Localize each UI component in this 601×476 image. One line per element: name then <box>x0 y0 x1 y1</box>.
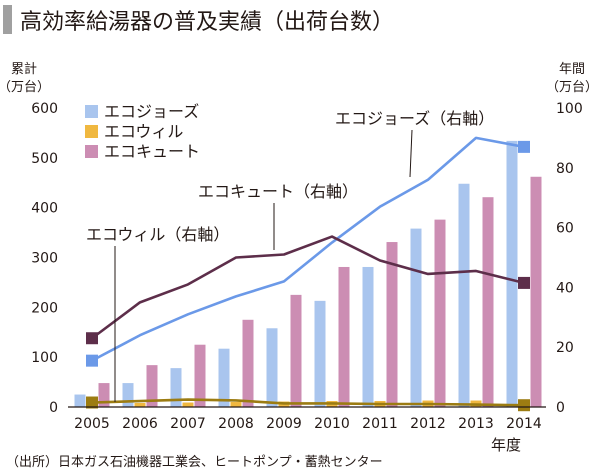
left-tick-label: 100 <box>31 350 58 366</box>
right-tick-label: 0 <box>556 400 565 416</box>
line-marker <box>86 332 98 345</box>
x-tick-label: 2006 <box>122 416 158 432</box>
line-marker <box>518 276 530 289</box>
x-tick-label: 2005 <box>74 416 110 432</box>
left-tick-label: 600 <box>31 101 58 117</box>
bar-3 <box>338 266 350 407</box>
bar-3 <box>434 219 446 407</box>
x-tick-label: 2008 <box>218 416 254 432</box>
bar-1 <box>218 348 230 407</box>
annotation-label: エコキュート（右軸） <box>198 182 358 201</box>
right-axis-ticks: 0 20 40 60 80 100 <box>556 101 583 416</box>
right-tick-label: 100 <box>556 101 583 117</box>
right-axis-label-line1: 年間 <box>559 62 585 77</box>
bar-1 <box>362 266 374 407</box>
left-axis-ticks: 0 100 200 300 400 500 600 <box>31 101 58 416</box>
source-note: （出所）日本ガス石油機器工業会、ヒートポンプ・蓄熱センター <box>6 454 383 470</box>
x-tick-label: 2012 <box>410 416 446 432</box>
annotation-label: エコジョーズ（右軸） <box>335 109 494 128</box>
bar-1 <box>122 383 134 407</box>
left-axis-label-line1: 累計 <box>11 61 37 77</box>
bar-1 <box>458 183 470 407</box>
line-marker <box>518 140 530 153</box>
left-tick-label: 500 <box>31 151 58 167</box>
line-series-2 <box>91 235 525 340</box>
bar-2 <box>182 402 194 407</box>
legend-swatch <box>85 145 98 158</box>
bar-layer <box>74 140 542 407</box>
bar-3 <box>290 294 302 407</box>
line-series-1 <box>91 136 525 362</box>
right-tick-label: 20 <box>556 340 574 356</box>
bar-3 <box>194 344 206 407</box>
x-tick-label: 2013 <box>458 416 494 432</box>
x-tick-label: 2009 <box>266 416 302 432</box>
legend-label: エコキュート <box>104 142 200 161</box>
bar-1 <box>266 328 278 407</box>
bar-1 <box>314 300 326 407</box>
bar-3 <box>386 242 398 407</box>
x-axis-label: 年度 <box>491 436 521 454</box>
bar-1 <box>74 394 86 407</box>
right-tick-label: 80 <box>556 161 574 177</box>
left-tick-label: 0 <box>49 400 58 416</box>
legend-label: エコジョーズ <box>104 102 199 121</box>
line-series-3 <box>91 398 525 407</box>
annotation-label: エコウィル（右軸） <box>86 225 229 244</box>
annotations: エコジョーズ（右軸） エコキュート（右軸） エコウィル（右軸） <box>86 109 494 402</box>
left-tick-label: 400 <box>31 201 58 217</box>
x-tick-label: 2014 <box>506 416 542 432</box>
x-tick-label: 2007 <box>170 416 206 432</box>
line-layer <box>86 136 530 412</box>
right-tick-label: 40 <box>556 280 574 296</box>
bar-3 <box>482 197 494 407</box>
bar-3 <box>242 319 254 407</box>
line-marker <box>86 396 98 409</box>
legend-swatch <box>85 125 98 138</box>
bar-1 <box>506 140 518 407</box>
left-tick-label: 200 <box>31 300 58 316</box>
line-marker <box>86 354 98 367</box>
x-tick-label: 2010 <box>314 416 350 432</box>
x-tick-label: 2011 <box>362 416 398 432</box>
bar-1 <box>410 228 422 407</box>
legend-label: エコウィル <box>104 122 183 141</box>
line-marker <box>518 399 530 412</box>
bar-3 <box>530 176 542 407</box>
bar-3 <box>98 383 110 407</box>
bar-1 <box>170 368 182 407</box>
bar-3 <box>146 365 158 407</box>
right-axis-label-line2: （万台） <box>546 80 598 95</box>
left-tick-label: 300 <box>31 251 58 267</box>
x-axis: 2005 2006 2007 2008 2009 2010 2011 2012 2013 2014 <box>68 406 546 432</box>
title-accent-bar <box>3 5 12 34</box>
chart-title: 高効率給湯器の普及実績（出荷台数） <box>20 10 394 35</box>
bar-2 <box>230 402 242 407</box>
annotation-leader <box>409 129 413 178</box>
legend-swatch <box>85 105 98 118</box>
bar-2 <box>134 403 146 407</box>
left-axis-label-line2: （万台） <box>0 80 50 95</box>
right-tick-label: 60 <box>556 221 574 237</box>
